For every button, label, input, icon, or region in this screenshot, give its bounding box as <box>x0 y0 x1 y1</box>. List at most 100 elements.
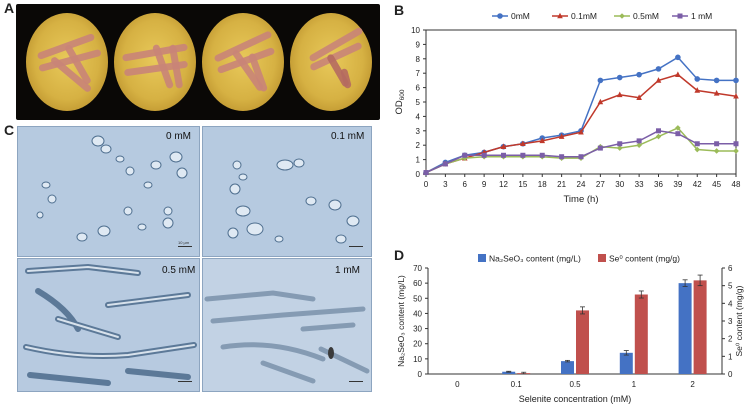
x-axis-label: Selenite concentration (mM) <box>519 394 632 404</box>
hyphal-cells-0.5mm <box>23 263 197 386</box>
data-point <box>675 71 681 77</box>
data-point <box>675 131 681 137</box>
data-point <box>559 154 565 160</box>
data-point <box>694 76 701 82</box>
legend-label: 0.1mM <box>571 11 597 21</box>
x-tick-label: 15 <box>518 180 527 189</box>
left-tick-label: 0 <box>418 370 423 379</box>
data-point <box>713 90 720 96</box>
micrograph-1mm: 1 mM <box>202 258 372 392</box>
legend-marker <box>677 13 683 19</box>
x-tick-label: 6 <box>463 180 468 189</box>
left-tick-label: 10 <box>413 355 422 364</box>
data-point <box>423 170 429 176</box>
x-tick-label: 2 <box>690 380 695 389</box>
bar <box>619 352 633 374</box>
data-point <box>655 133 662 140</box>
series-line <box>425 130 736 174</box>
scale-bar <box>178 246 192 247</box>
legend-swatch <box>478 254 486 262</box>
panel-label-a: A <box>4 0 15 16</box>
legend-marker <box>619 13 625 19</box>
bar <box>693 280 707 374</box>
x-tick-label: 39 <box>673 180 682 189</box>
y-axis-label: OD600 <box>394 89 406 114</box>
data-point <box>481 152 487 158</box>
scale-bar <box>349 246 363 247</box>
bar <box>502 371 516 374</box>
legend-label: Se⁰ content (mg/g) <box>609 254 680 264</box>
left-axis-label: Na₂SeO₃ content (mg/L) <box>396 275 406 367</box>
right-tick-label: 6 <box>728 264 733 273</box>
left-tick-label: 40 <box>413 309 422 318</box>
y-tick-label: 5 <box>416 98 421 107</box>
legend-marker <box>497 13 503 19</box>
petri-plate-0mm <box>26 13 108 111</box>
yeast-cells-0mm <box>36 135 188 242</box>
x-tick-label: 24 <box>577 180 586 189</box>
scale-bar <box>349 381 363 382</box>
data-point <box>539 137 546 144</box>
data-point <box>500 143 507 149</box>
data-point <box>733 77 739 84</box>
x-tick-label: 0 <box>455 380 460 389</box>
data-point <box>597 77 604 84</box>
series-line <box>425 127 736 174</box>
bar <box>634 294 648 374</box>
data-point <box>675 54 681 61</box>
left-tick-label: 60 <box>413 279 422 288</box>
y-tick-label: 0 <box>416 170 421 179</box>
micrograph-0.1mm: 0.1 mM <box>202 126 372 257</box>
x-tick-label: 9 <box>482 180 487 189</box>
x-tick-label: 27 <box>596 180 605 189</box>
petri-plate-0.1mm <box>114 13 196 111</box>
data-point <box>655 77 662 83</box>
x-tick-label: 3 <box>443 180 448 189</box>
legend-label: 1 mM <box>691 11 712 21</box>
data-point <box>713 77 720 84</box>
scale-bar <box>178 381 192 382</box>
data-point <box>636 71 642 78</box>
x-tick-label: 33 <box>635 180 644 189</box>
right-tick-label: 0 <box>728 370 733 379</box>
data-point <box>578 154 584 160</box>
plot-frame <box>425 29 737 175</box>
concentration-label: 0 mM <box>166 131 191 142</box>
x-tick-label: 12 <box>499 180 508 189</box>
right-tick-label: 4 <box>728 299 733 308</box>
data-point <box>733 148 739 154</box>
legend-label: 0mM <box>511 11 530 21</box>
x-axis-label: Time (h) <box>563 194 598 205</box>
panel-label-c: C <box>4 122 15 138</box>
bar <box>576 310 589 374</box>
left-tick-label: 70 <box>413 264 422 273</box>
left-tick-label: 30 <box>413 325 422 334</box>
x-tick-label: 42 <box>693 180 702 189</box>
concentration-label: 1 mM <box>335 265 360 276</box>
left-tick-label: 50 <box>413 294 422 303</box>
data-point <box>520 152 526 158</box>
data-point <box>694 87 701 93</box>
y-tick-label: 1 <box>416 156 421 165</box>
y-tick-label: 8 <box>416 55 421 64</box>
data-point <box>713 148 720 154</box>
data-point <box>636 138 642 144</box>
x-tick-label: 36 <box>654 180 663 189</box>
x-tick-label: 21 <box>557 180 566 189</box>
yeast-cells-0.1mm <box>227 158 360 244</box>
x-tick-label: 45 <box>712 180 721 189</box>
scale-bar-label: 10 µm <box>178 240 190 245</box>
data-point <box>597 145 603 151</box>
legend-swatch <box>598 254 606 262</box>
data-point <box>442 161 448 167</box>
x-tick-label: 0.1 <box>511 380 523 389</box>
data-point <box>462 152 468 158</box>
legend-label: Na₂SeO₃ content (mg/L) <box>489 254 581 264</box>
y-tick-label: 9 <box>416 40 421 49</box>
y-tick-label: 10 <box>411 26 420 35</box>
data-point <box>733 141 739 147</box>
left-tick-label: 20 <box>413 340 422 349</box>
data-point <box>714 141 720 147</box>
legend-marker <box>557 12 563 19</box>
